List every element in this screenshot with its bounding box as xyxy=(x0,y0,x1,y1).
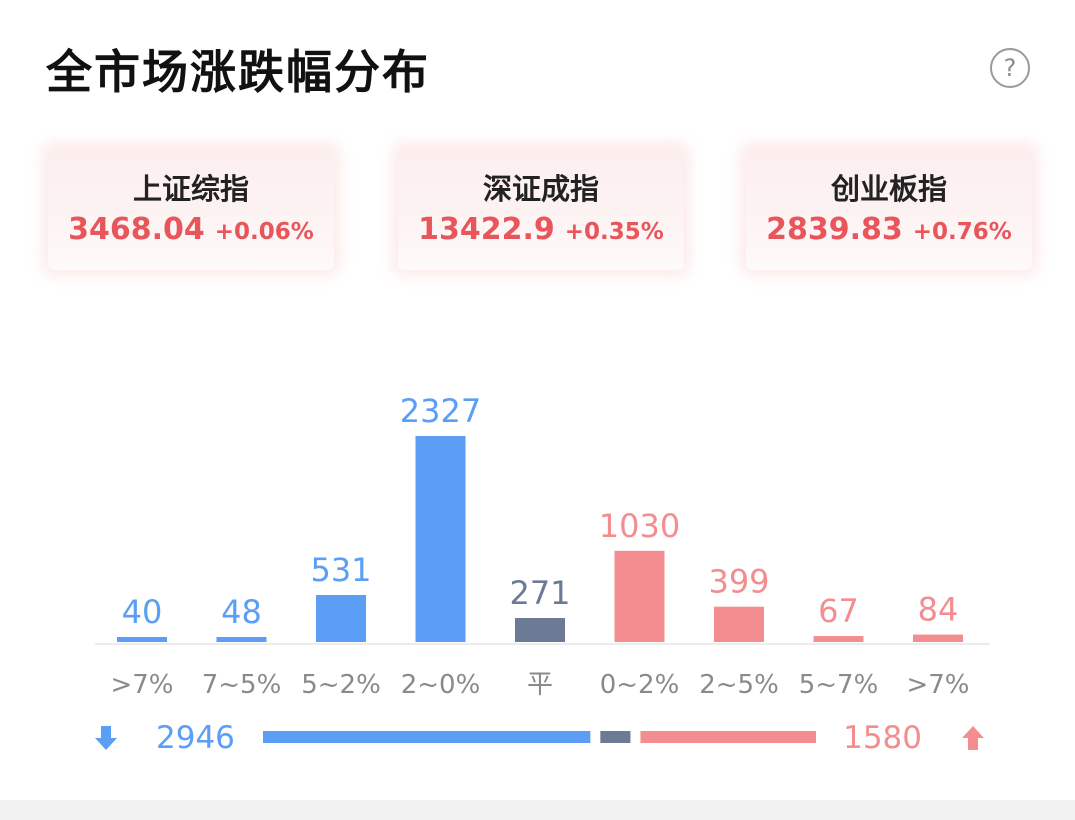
bar-value-label: 399 xyxy=(708,563,769,601)
bar-value-label: 1030 xyxy=(599,507,680,545)
bar-down xyxy=(415,436,466,642)
index-card-shanghai[interactable]: 上证综指 3468.04 +0.06% xyxy=(48,148,334,270)
index-value: 3468.04 xyxy=(68,212,205,247)
index-value: 2839.83 xyxy=(766,212,903,247)
up-ratio-bar xyxy=(640,731,816,743)
bottom-divider xyxy=(0,800,1075,820)
x-tick-label: 2~5% xyxy=(699,670,779,700)
up-count: 1580 xyxy=(843,720,922,756)
bar-value-label: 271 xyxy=(509,574,570,612)
index-change: +0.06% xyxy=(214,219,314,245)
bar-up xyxy=(714,606,764,642)
bar-up xyxy=(614,550,665,642)
x-tick-label: 5~2% xyxy=(301,670,381,700)
bar-value-label: 531 xyxy=(310,551,371,589)
flat-ratio-bar xyxy=(600,731,631,743)
index-card-shenzhen[interactable]: 深证成指 13422.9 +0.35% xyxy=(398,148,684,270)
index-name: 上证综指 xyxy=(132,172,249,206)
index-card-chinext[interactable]: 创业板指 2839.83 +0.76% xyxy=(746,148,1032,270)
bar-value-label: 2327 xyxy=(400,392,481,430)
distribution-chart: 40 48 531 2327 271 1030 399 67 84 >7% 7~5% 5~2% 2~0… xyxy=(95,392,990,756)
x-tick-label: 0~2% xyxy=(600,670,680,700)
arrow-up-icon xyxy=(962,726,984,750)
bar-value-label: 40 xyxy=(122,593,163,631)
bar-value-label: 48 xyxy=(221,593,262,631)
bar-down xyxy=(216,637,267,642)
bar-up xyxy=(813,636,864,642)
index-change: +0.35% xyxy=(564,219,664,245)
bar-down xyxy=(316,594,366,642)
x-tick-label: >7% xyxy=(906,670,969,700)
down-ratio-bar xyxy=(263,731,591,743)
x-tick-label: 5~7% xyxy=(799,670,879,700)
index-name: 创业板指 xyxy=(830,172,947,206)
index-values: 3468.04 +0.06% xyxy=(48,212,334,247)
bar-value-label: 67 xyxy=(818,592,859,630)
down-count: 2946 xyxy=(156,720,235,756)
index-name: 深证成指 xyxy=(482,172,599,206)
index-values: 2839.83 +0.76% xyxy=(746,212,1032,247)
bar-flat xyxy=(515,618,565,642)
bar-down xyxy=(117,637,167,642)
arrow-down-icon xyxy=(95,726,117,750)
page-title: 全市场涨跌幅分布 xyxy=(46,45,430,99)
x-tick-label: 平 xyxy=(527,670,553,700)
index-values: 13422.9 +0.35% xyxy=(398,212,684,247)
x-tick-label: 7~5% xyxy=(202,670,282,700)
x-tick-label: >7% xyxy=(110,670,173,700)
question-icon[interactable]: ? xyxy=(990,48,1030,88)
bar-up xyxy=(913,634,963,642)
x-tick-label: 2~0% xyxy=(401,670,481,700)
bar-value-label: 84 xyxy=(918,591,959,629)
index-change: +0.76% xyxy=(912,219,1012,245)
index-value: 13422.9 xyxy=(418,212,555,247)
index-cards: 上证综指 3468.04 +0.06% 深证成指 13422.9 +0.35% … xyxy=(48,148,1032,270)
